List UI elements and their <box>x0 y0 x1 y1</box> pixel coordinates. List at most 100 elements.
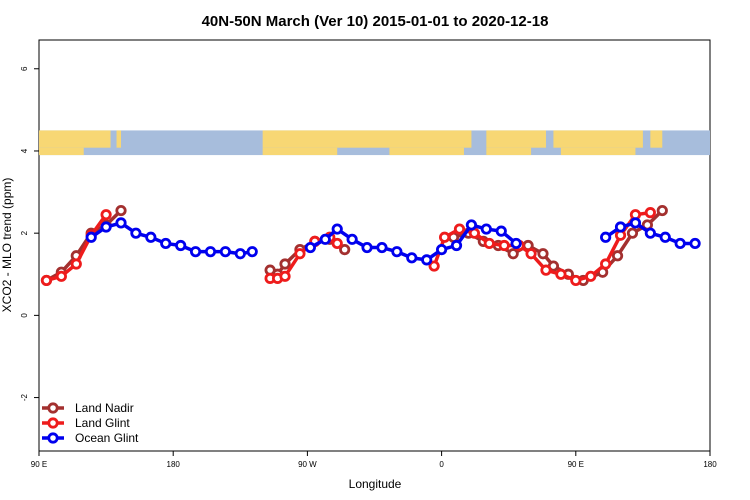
data-point <box>406 252 418 264</box>
y-tick-label: 0 <box>20 313 29 318</box>
data-point <box>204 246 217 258</box>
data-point <box>304 241 316 254</box>
data-point <box>189 246 202 258</box>
data-point <box>644 207 656 219</box>
data-point <box>100 209 112 221</box>
data-point <box>600 258 612 270</box>
data-point <box>145 231 157 243</box>
data-point <box>674 237 686 250</box>
data-point <box>498 239 510 252</box>
data-point <box>175 239 187 252</box>
data-point <box>435 244 448 256</box>
data-point <box>555 268 567 280</box>
series-line <box>45 213 108 283</box>
data-point <box>428 260 440 272</box>
legend-swatch-marker <box>47 432 59 444</box>
data-point <box>537 248 549 260</box>
data-point <box>629 217 642 229</box>
data-point <box>100 221 112 233</box>
x-tick-label: 90 W <box>298 460 317 469</box>
data-point <box>644 227 656 239</box>
data-point <box>331 237 343 250</box>
data-point <box>279 258 291 270</box>
chart-title: 40N-50N March (Ver 10) 2015-01-01 to 202… <box>202 13 549 30</box>
data-point <box>611 250 624 262</box>
data-point <box>480 223 492 235</box>
land-mass <box>262 147 338 156</box>
data-point <box>495 225 507 237</box>
data-point <box>376 241 388 254</box>
data-point <box>510 237 522 250</box>
data-point <box>570 274 582 287</box>
data-point <box>525 248 537 260</box>
data-point <box>614 221 627 233</box>
y-axis-label: XCO2 - MLO trend (ppm) <box>0 178 14 313</box>
data-point <box>585 270 597 282</box>
data-point <box>115 204 127 217</box>
land-mass <box>486 147 532 156</box>
land-mass <box>262 130 472 148</box>
x-axis-label: Longitude <box>349 477 402 491</box>
legend-label: Land Nadir <box>75 401 134 415</box>
x-tick-label: 90 E <box>568 460 584 469</box>
land-mass <box>116 130 122 148</box>
data-point <box>234 248 246 260</box>
legend-label: Ocean Glint <box>75 431 139 445</box>
data-point <box>115 217 127 229</box>
plot-frame <box>38 39 711 452</box>
x-tick-label: 0 <box>439 460 444 469</box>
land-mass <box>486 130 546 148</box>
land-mass <box>560 147 636 156</box>
x-tick-label: 180 <box>703 460 717 469</box>
data-point <box>40 274 53 287</box>
data-point <box>626 227 639 239</box>
data-point <box>160 237 172 250</box>
data-point <box>453 223 466 235</box>
legend-swatch-marker <box>47 417 59 429</box>
legend-swatch-marker <box>47 402 59 414</box>
data-point <box>246 246 258 258</box>
x-tick-label: 180 <box>167 460 181 469</box>
y-tick-label: 6 <box>20 66 29 71</box>
data-point <box>130 227 142 239</box>
data-point <box>438 231 451 243</box>
land-mass <box>389 147 464 156</box>
data-point <box>659 231 671 243</box>
data-point <box>346 233 358 245</box>
y-tick-label: 2 <box>20 230 29 235</box>
data-point <box>421 254 433 266</box>
land-mass <box>39 130 111 148</box>
legend-label: Land Glint <box>75 416 130 430</box>
data-point <box>319 233 331 245</box>
land-mass <box>650 130 663 148</box>
data-point <box>331 223 343 235</box>
series-ocean-glint <box>85 217 701 266</box>
y-tick-label: -2 <box>20 393 29 401</box>
data-point <box>507 248 519 260</box>
data-point <box>689 237 701 250</box>
land-mass <box>553 130 643 148</box>
world-map-band <box>39 130 710 156</box>
data-point <box>656 204 668 217</box>
data-point <box>600 231 612 243</box>
y-axis: -2 0 2 4 6 <box>20 66 39 401</box>
data-point <box>279 270 291 282</box>
x-axis: 90 E 180 90 W 0 90 E 180 <box>31 451 717 469</box>
x-tick-label: 90 E <box>31 460 47 469</box>
data-point <box>465 219 478 231</box>
y-tick-label: 4 <box>20 148 29 153</box>
data-point <box>85 231 97 243</box>
data-point <box>450 239 463 252</box>
data-point <box>55 270 67 282</box>
data-point <box>219 246 231 258</box>
data-point <box>540 264 552 276</box>
series-land-nadir <box>40 204 668 287</box>
series-layer <box>40 204 701 287</box>
data-point <box>294 248 306 260</box>
land-mass <box>39 147 84 156</box>
data-point <box>70 258 82 270</box>
data-point <box>339 244 351 256</box>
